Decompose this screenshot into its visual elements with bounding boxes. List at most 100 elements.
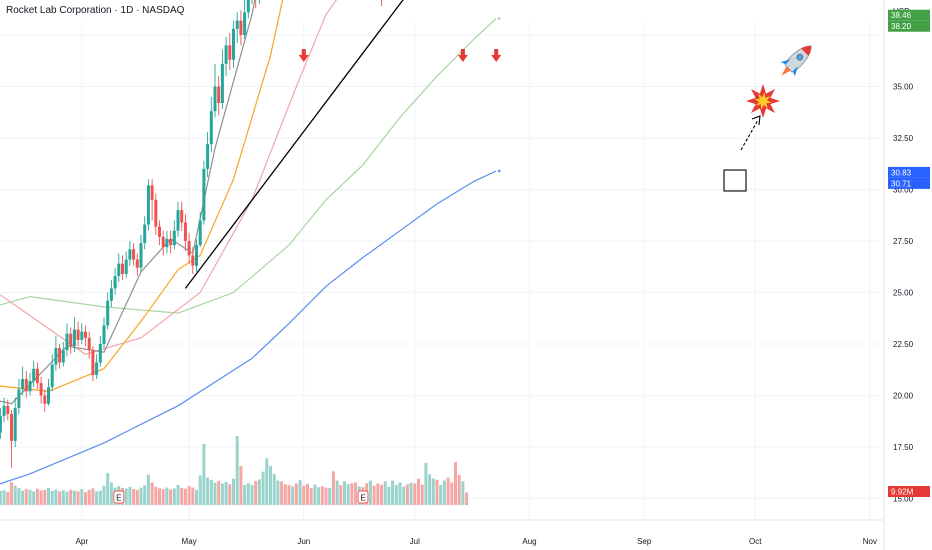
- volume-bar: [135, 489, 139, 505]
- volume-bar: [450, 482, 454, 505]
- volume-bar: [343, 481, 346, 505]
- volume-bar: [313, 484, 317, 505]
- volume-bar: [431, 478, 435, 505]
- volume-bar: [128, 486, 132, 505]
- volume-tag-label: 9.92M: [891, 488, 914, 497]
- candle-body: [6, 405, 10, 415]
- volume-bar: [413, 483, 417, 505]
- volume-bar: [206, 477, 210, 505]
- y-tick-label: 35.00: [893, 83, 914, 92]
- volume-bar: [195, 489, 198, 505]
- volume-bar: [50, 490, 54, 505]
- volume-bar: [180, 487, 184, 505]
- volume-bar: [124, 488, 128, 505]
- candle-body: [213, 86, 217, 112]
- volume-bar: [24, 489, 28, 505]
- volume-bar: [6, 492, 10, 505]
- candle-body: [224, 45, 228, 64]
- candle-body: [176, 210, 180, 231]
- candle-body: [195, 245, 198, 266]
- price-tag-label: 38.20: [891, 22, 912, 31]
- trend-line: [184, 0, 404, 289]
- candle-body: [54, 348, 58, 365]
- volume-bar: [283, 484, 287, 505]
- volume-bar: [317, 487, 321, 505]
- volume-bar: [394, 485, 398, 505]
- y-tick-label: 15.00: [893, 495, 914, 504]
- candle-body: [235, 20, 239, 29]
- volume-bar: [387, 486, 391, 505]
- candle-body: [58, 348, 62, 363]
- candle-body: [183, 222, 187, 241]
- candle-body: [128, 249, 132, 260]
- volume-bar: [220, 483, 224, 505]
- candle-body: [172, 230, 176, 246]
- candle-body: [80, 331, 84, 340]
- volume-bar: [58, 491, 62, 505]
- volume-bar: [442, 480, 446, 505]
- volume-bar: [10, 482, 13, 505]
- volume-bar: [446, 477, 450, 505]
- volume-bar: [98, 490, 102, 505]
- candle-body: [191, 255, 195, 266]
- x-tick-label: Jun: [297, 537, 310, 546]
- price-tag: [888, 166, 930, 178]
- volume-bar: [217, 480, 221, 505]
- volume-bar: [209, 479, 213, 505]
- candle-body: [169, 238, 173, 246]
- down-arrow-icon: [457, 49, 468, 62]
- volume-bar: [32, 491, 36, 505]
- volume-bar: [232, 478, 235, 505]
- candle-body: [121, 263, 124, 274]
- breakout-arrowhead: [751, 115, 761, 126]
- volume-bar: [54, 489, 58, 505]
- volume-bar: [428, 474, 432, 505]
- candle-body: [209, 111, 213, 145]
- volume-bar: [13, 485, 17, 505]
- y-tick-label: 22.50: [893, 340, 914, 349]
- candle-body: [139, 243, 143, 268]
- candle-body: [10, 414, 13, 441]
- volume-bar: [95, 491, 99, 505]
- volume-bar: [272, 473, 276, 505]
- candle-body: [91, 350, 95, 375]
- volume-bar: [154, 486, 158, 505]
- candle-body: [246, 0, 250, 13]
- ma-end-dot: [497, 169, 501, 173]
- volume-bar: [291, 486, 295, 505]
- candle-body: [206, 144, 210, 169]
- volume-bar: [346, 484, 350, 505]
- down-arrow-icon: [298, 49, 309, 62]
- volume-bar: [72, 490, 76, 505]
- candle-body: [117, 263, 121, 277]
- candle-body: [187, 241, 191, 256]
- volume-bar: [302, 485, 306, 505]
- ma-green-line: [0, 18, 497, 314]
- breakout-arrow: [740, 119, 759, 151]
- volume-bar: [243, 485, 247, 505]
- volume-bar: [402, 486, 406, 505]
- volume-bar: [239, 466, 243, 505]
- volume-bar: [309, 487, 313, 505]
- candle-body: [39, 383, 43, 396]
- volume-bar: [150, 482, 154, 505]
- volume-bar: [213, 482, 217, 505]
- x-tick-label: May: [182, 537, 197, 546]
- candle-body: [146, 185, 150, 225]
- price-tag: [888, 20, 930, 32]
- candle-body: [0, 416, 2, 433]
- candle-body: [21, 379, 25, 390]
- rocket-flame: [781, 66, 791, 76]
- volume-bar: [65, 491, 69, 505]
- volume-bar: [17, 487, 21, 505]
- volume-bar: [405, 484, 409, 505]
- volume-bar: [106, 473, 110, 505]
- y-tick-label: 25.00: [893, 289, 914, 298]
- volume-bar: [380, 484, 383, 505]
- candle-body: [135, 259, 139, 268]
- volume-bar: [69, 489, 73, 505]
- volume-bar: [465, 492, 469, 505]
- volume-bar: [143, 485, 147, 505]
- x-tick-label: Aug: [522, 537, 536, 546]
